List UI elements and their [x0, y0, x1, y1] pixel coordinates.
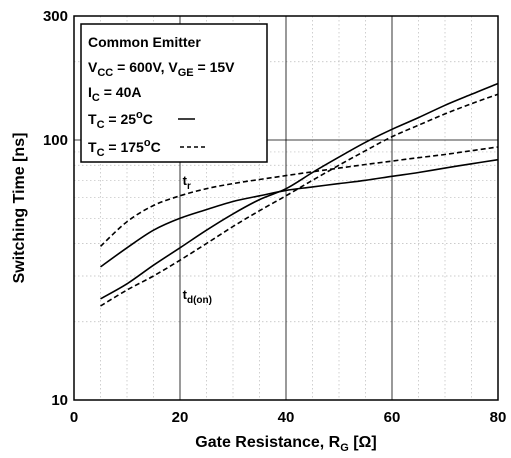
legend: Common Emitter VCC = 600V, VGE = 15V IC = …	[80, 23, 268, 163]
x-tick-label: 40	[278, 409, 295, 426]
x-axis-title: Gate Resistance, RG [Ω]	[195, 434, 376, 454]
legend-line: TC = 25oC	[88, 109, 153, 131]
legend-line: TC = 175oC	[88, 137, 161, 159]
legend-line: VCC = 600V, VGE = 15V	[88, 59, 235, 79]
x-tick-label: 0	[70, 409, 78, 426]
curve-t_don-dashed	[100, 93, 499, 307]
y-tick-label: 100	[43, 132, 68, 149]
curve-t_don-solid	[100, 82, 499, 300]
x-tick-label: 80	[490, 409, 507, 426]
plot-frame	[73, 15, 499, 401]
x-tick-labels: 0 20 40 60 80	[70, 409, 507, 426]
curve-t_r-dashed	[99, 146, 499, 247]
y-tick-label: 300	[43, 8, 68, 25]
legend-line: Common Emitter	[88, 34, 201, 50]
y-tick-label: 10	[51, 392, 68, 409]
x-tick-label: 20	[172, 409, 189, 426]
curves	[99, 82, 499, 307]
y-axis-title: Switching Time [ns]	[11, 133, 28, 284]
legend-box	[80, 23, 268, 163]
y-tick-labels: 10 100 300	[43, 8, 68, 409]
x-tick-label: 60	[384, 409, 401, 426]
curve-t_r-solid	[100, 158, 499, 268]
legend-line: IC = 40A	[88, 84, 141, 104]
curve-annotation: td(on)	[183, 287, 212, 306]
curve-annotation: tr	[183, 173, 191, 192]
curve-annotations: tr td(on)	[183, 173, 212, 306]
